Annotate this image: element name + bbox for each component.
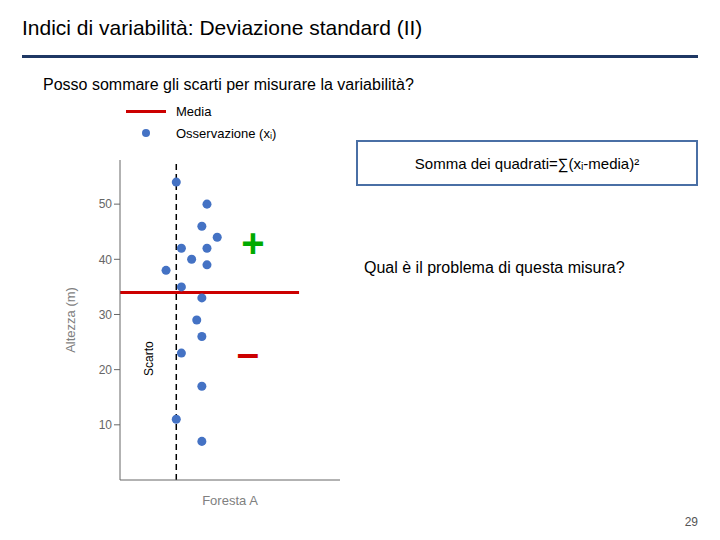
html-text:Posso sommare gli scarti per m: Posso sommare gli scarti per misurare la… xyxy=(43,76,414,93)
html-text:Qual è il problema di questa m: Qual è il problema di questa misura? xyxy=(364,259,625,276)
svg-text:+: + xyxy=(241,221,264,265)
svg-text:10: 10 xyxy=(99,418,113,432)
html-text:Osservazione (xᵢ): Osservazione (xᵢ) xyxy=(176,125,277,141)
svg-text:40: 40 xyxy=(99,253,113,267)
svg-text:20: 20 xyxy=(99,363,113,377)
html-text:Indici di variabilità: Deviazi: Indici di variabilità: Deviazione standa… xyxy=(22,16,423,39)
html-text:Media: Media xyxy=(176,103,212,119)
svg-text:–: – xyxy=(237,331,259,375)
html-text:Somma dei quadrati=∑(xᵢ-media): Somma dei quadrati=∑(xᵢ-media)² xyxy=(414,154,640,172)
svg-text:30: 30 xyxy=(99,308,113,322)
svg-text:50: 50 xyxy=(99,197,113,211)
svg-text:Altezza (m): Altezza (m) xyxy=(63,287,78,353)
svg-text:Foresta A: Foresta A xyxy=(202,493,258,508)
svg-text:Scarto: Scarto xyxy=(142,341,156,376)
html-text:29: 29 xyxy=(684,515,698,529)
